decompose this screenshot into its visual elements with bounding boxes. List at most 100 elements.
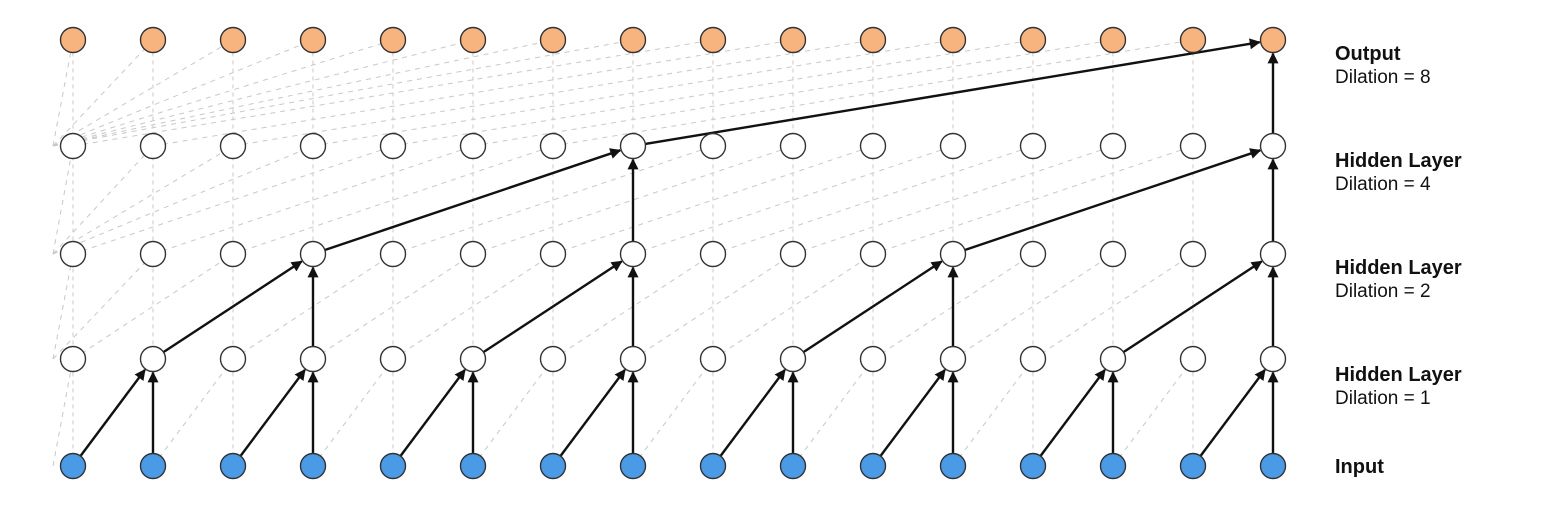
hidden-node (459, 345, 487, 373)
hidden-node (1019, 240, 1047, 268)
diagonal-guide-line (52, 145, 74, 255)
input-node (699, 452, 727, 480)
layer-dilation: Dilation = 4 (1335, 174, 1431, 195)
layer-name: Hidden Layer (1335, 150, 1462, 172)
diagonal-guide-line (52, 253, 74, 360)
hidden-node (1099, 132, 1127, 160)
input-node (859, 452, 887, 480)
connection-arrow (879, 368, 946, 457)
hidden-node (859, 240, 887, 268)
layer-label-output: Output Dilation = 8 (1335, 43, 1431, 89)
diagonal-guide-line (952, 253, 1114, 360)
input-node (939, 452, 967, 480)
diagonal-guide-line (52, 358, 74, 467)
output-node (619, 26, 647, 54)
hidden-node (1099, 240, 1127, 268)
connection-arrow (1122, 260, 1263, 354)
layer-label-hidden-4: Hidden Layer Dilation = 4 (1335, 150, 1462, 196)
output-node (219, 26, 247, 54)
hidden-node (1019, 132, 1047, 160)
neuron-nodes (59, 26, 1287, 480)
diagonal-guide-line (632, 358, 714, 467)
input-node (139, 452, 167, 480)
hidden-node (379, 345, 407, 373)
diagonal-guide-line (232, 145, 554, 255)
diagonal-guide-line (632, 253, 794, 360)
diagonal-guide-line (1112, 358, 1194, 467)
diagonal-guide-line (792, 145, 1114, 255)
hidden-node (59, 132, 87, 160)
layer-label-hidden-1: Hidden Layer Dilation = 1 (1335, 364, 1462, 410)
output-node (1259, 26, 1287, 54)
connection-arrow (1199, 368, 1266, 457)
hidden-node (939, 240, 967, 268)
diagonal-guide-line (72, 145, 394, 255)
hidden-node (459, 240, 487, 268)
output-node (699, 26, 727, 54)
output-node (299, 26, 327, 54)
connection-arrow (559, 368, 626, 457)
hidden-node (1259, 345, 1287, 373)
hidden-node (539, 240, 567, 268)
hidden-node (619, 240, 647, 268)
input-node (459, 452, 487, 480)
layer-label-hidden-2: Hidden Layer Dilation = 2 (1335, 257, 1462, 303)
diagonal-guide-line (552, 145, 874, 255)
connection-arrow (399, 368, 466, 457)
hidden-node (779, 132, 807, 160)
hidden-node (699, 240, 727, 268)
diagonal-guide-line (152, 39, 794, 147)
connection-arrow (482, 260, 623, 354)
diagonal-guide-line (712, 253, 874, 360)
output-node (139, 26, 167, 54)
connection-arrow (162, 260, 303, 354)
input-node (1099, 452, 1127, 480)
connection-arrows (79, 38, 1279, 457)
output-node (779, 26, 807, 54)
hidden-node (619, 345, 647, 373)
hidden-node (219, 132, 247, 160)
input-node (1019, 452, 1047, 480)
diagonal-guide-line (52, 145, 234, 255)
hidden-node (299, 240, 327, 268)
hidden-node (539, 345, 567, 373)
layer-dilation: Dilation = 1 (1335, 388, 1431, 409)
output-node (459, 26, 487, 54)
hidden-node (699, 345, 727, 373)
diagonal-guide-line (552, 39, 1194, 147)
output-node (1179, 26, 1207, 54)
diagonal-guide-line (52, 253, 154, 360)
diagonal-guide-line (392, 253, 554, 360)
input-node (59, 452, 87, 480)
hidden-node (1259, 240, 1287, 268)
diagonal-guide-line (52, 39, 474, 147)
diagonal-guide-line (1032, 253, 1194, 360)
input-node (539, 452, 567, 480)
hidden-node (459, 132, 487, 160)
layer-name: Hidden Layer (1335, 257, 1462, 279)
input-node (779, 452, 807, 480)
diagonal-guide-line (312, 358, 394, 467)
input-node (299, 452, 327, 480)
output-node (539, 26, 567, 54)
diagonal-guide-line (52, 39, 634, 147)
diagonal-guide-line (52, 39, 154, 147)
layer-name: Hidden Layer (1335, 364, 1462, 386)
layer-dilation: Dilation = 2 (1335, 281, 1431, 302)
hidden-node (1259, 132, 1287, 160)
hidden-node (379, 240, 407, 268)
output-node (1019, 26, 1047, 54)
connection-arrow (79, 368, 146, 457)
hidden-node (1099, 345, 1127, 373)
layer-label-input: Input (1335, 456, 1384, 479)
diagonal-guide-line (472, 39, 1114, 147)
hidden-node (1179, 132, 1207, 160)
diagonal-guide-line (52, 39, 74, 147)
layer-dilation: Dilation = 8 (1335, 67, 1431, 88)
diagonal-guide-line (472, 145, 794, 255)
hidden-node (219, 240, 247, 268)
hidden-node (139, 345, 167, 373)
hidden-node (939, 132, 967, 160)
hidden-node (299, 132, 327, 160)
